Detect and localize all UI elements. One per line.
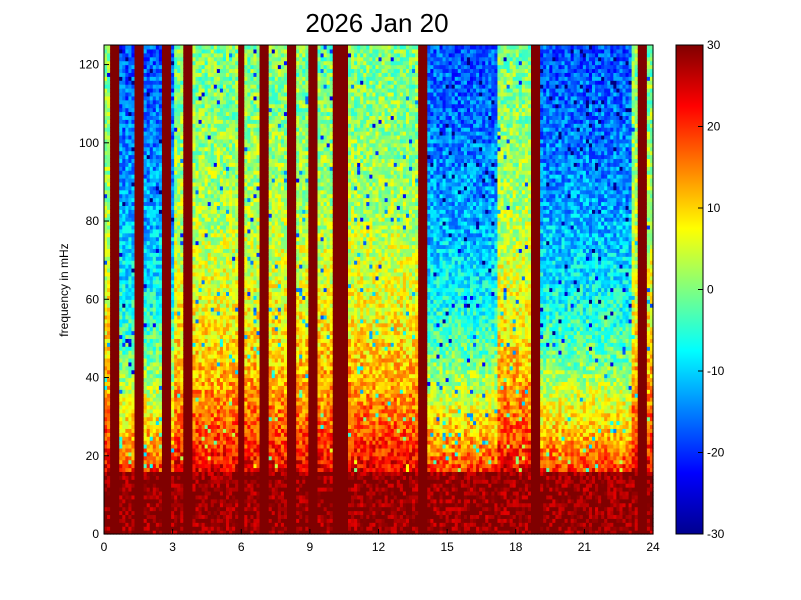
chart-title: 2026 Jan 20 xyxy=(305,8,448,38)
spectrogram-heatmap xyxy=(104,45,654,535)
